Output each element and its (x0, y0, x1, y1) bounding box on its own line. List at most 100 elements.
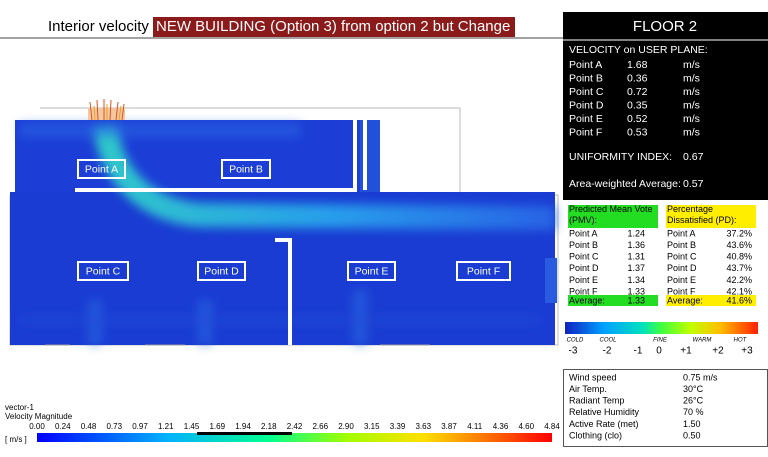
pmv-heading: Predicted Mean Vote (PMV): (569, 204, 653, 225)
velocity-value: 0.35 (627, 99, 648, 111)
pmv-value: 1.37 (627, 263, 645, 273)
velocity-unit: m/s (683, 72, 700, 84)
velocity-value: 0.72 (627, 86, 648, 98)
ppd-average-value: 41.6% (726, 295, 752, 305)
ppd-point: Point A (667, 228, 696, 238)
area-avg-label: Area-weighted Average: (569, 178, 681, 190)
ppd-value: 43.7% (726, 263, 752, 273)
ppd-heading-bg (666, 205, 756, 228)
velocity-point: Point C (569, 86, 604, 98)
pmv-value: 1.24 (627, 228, 645, 238)
condition-label: Wind speed (569, 372, 617, 382)
ppd-point: Point C (667, 252, 697, 262)
point-box (77, 159, 126, 179)
pmv-point: Point A (569, 228, 598, 238)
cfd-map (9, 99, 559, 346)
legend-name: vector-1 (5, 403, 34, 412)
legend-tick: 0.73 (106, 422, 122, 431)
pmv-value: 1.31 (627, 252, 645, 262)
pmv-point: Point D (569, 263, 599, 273)
uniformity-label: UNIFORMITY INDEX: (569, 151, 672, 163)
pmv-heading-box: Predicted Mean Vote (PMV): (569, 204, 653, 225)
uniformity-value: 0.67 (683, 151, 704, 163)
thermal-number: 0 (656, 346, 662, 357)
condition-value: 1.50 (683, 419, 701, 429)
ppd-value: 43.6% (726, 240, 752, 250)
condition-label: Relative Humidity (569, 407, 640, 417)
velocity-point: Point E (569, 113, 603, 125)
thermal-word: HOT (734, 338, 748, 344)
legend-tick: 1.45 (184, 422, 200, 431)
velocity-value: 0.52 (627, 113, 648, 125)
legend-highlight (197, 432, 292, 435)
title: Interior velocity II (48, 18, 161, 35)
pmv-average-label: Average: (569, 295, 605, 305)
velocity-unit: m/s (683, 113, 700, 125)
pmv-average-value: 1.33 (627, 295, 645, 305)
point-label: Point F (467, 265, 500, 277)
velocity-heading: VELOCITY on USER PLANE: (569, 44, 708, 56)
ppd-value: 42.1% (726, 286, 752, 296)
legend-tick: 2.42 (287, 422, 303, 431)
ppd-point: Point D (667, 263, 697, 273)
legend-tick: 4.11 (467, 422, 483, 431)
ppd-point: Point E (667, 275, 696, 285)
thermal-number: -1 (634, 346, 643, 357)
thermal-number: +3 (741, 346, 753, 357)
pmv-value: 1.36 (627, 240, 645, 250)
ppd-value: 40.8% (726, 252, 752, 262)
legend-tick: 0.48 (81, 422, 97, 431)
floor-label: FLOOR 2 (633, 18, 697, 35)
point-label: Point B (229, 163, 263, 175)
thermal-number: +1 (680, 346, 692, 357)
thermal-bar (565, 322, 758, 334)
point-box (347, 261, 396, 281)
velocity-unit: m/s (683, 86, 700, 98)
ppd-value: 37.2% (726, 228, 752, 238)
pmv-value: 1.33 (627, 286, 645, 296)
legend-tick: 0.00 (29, 422, 45, 431)
point-label: Point D (204, 265, 239, 277)
velocity-unit: m/s (683, 126, 700, 138)
ppd-heading: Percentage Dissatisfied (PD): (667, 204, 737, 225)
condition-value: 70 % (683, 407, 704, 417)
thermal-word: COLD (567, 338, 584, 344)
ppd-value: 42.2% (726, 275, 752, 285)
legend-unit: [ m/s ] (5, 435, 27, 444)
thermal-number: -2 (603, 346, 612, 357)
thermal-word: FINE (653, 338, 668, 344)
ppd-average-bg (666, 295, 756, 306)
legend-tick: 4.84 (544, 422, 560, 431)
velocity-unit: m/s (683, 99, 700, 111)
pmv-point: Point C (569, 252, 599, 262)
point-label: Point C (86, 265, 121, 277)
thermal-word: WARM (693, 338, 712, 344)
pmv-point: Point E (569, 275, 598, 285)
legend-tick: 1.94 (235, 422, 251, 431)
legend-tick: 4.60 (518, 422, 534, 431)
condition-value: 30°C (683, 384, 704, 394)
legend-tick: 3.39 (390, 422, 406, 431)
velocity-point: Point B (569, 72, 603, 84)
condition-value: 26°C (683, 396, 704, 406)
legend-tick: 0.97 (132, 422, 148, 431)
legend-tick: 2.90 (338, 422, 354, 431)
condition-label: Active Rate (met) (569, 419, 639, 429)
title-highlight-bg (153, 17, 515, 37)
legend-tick: 1.69 (209, 422, 225, 431)
ppd-heading-box: Percentage Dissatisfied (PD): (667, 204, 737, 225)
pmv-average-bg (568, 295, 658, 306)
ppd-point: Point F (667, 286, 696, 296)
area-avg-value: 0.57 (683, 178, 704, 190)
pmv-value: 1.34 (627, 275, 645, 285)
point-box (77, 261, 129, 281)
condition-label: Clothing (clo) (569, 430, 622, 440)
legend-tick: 3.87 (441, 422, 457, 431)
velocity-value: 1.68 (627, 59, 648, 71)
velocity-value: 0.53 (627, 126, 648, 138)
thermal-number: +2 (712, 346, 724, 357)
legend-tick: 1.21 (158, 422, 174, 431)
pmv-point: Point B (569, 240, 598, 250)
point-box (197, 261, 246, 281)
